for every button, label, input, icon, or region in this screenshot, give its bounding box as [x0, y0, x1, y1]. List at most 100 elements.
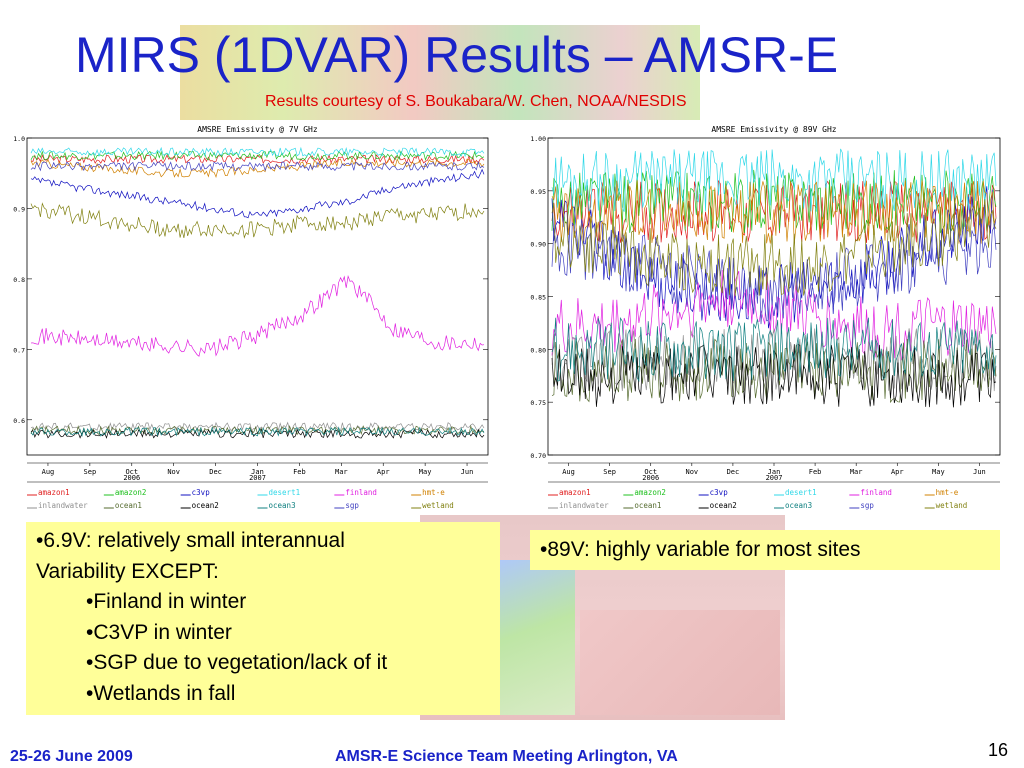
series-line-ocean2 — [551, 343, 997, 408]
x-tick-label: Jun — [973, 468, 986, 476]
x-tick-label: Feb — [809, 468, 822, 476]
series-line-wetland — [30, 202, 485, 239]
y-tick-label: 0.7 — [13, 346, 25, 354]
legend-label-wetland: wetland — [422, 501, 454, 510]
note-89v-text: •89V: highly variable for most sites — [540, 538, 861, 561]
x-tick-label: Aug — [42, 468, 55, 476]
x-tick-label: Mar — [335, 468, 348, 476]
year-label: 2006 — [642, 474, 659, 482]
series-line-finland — [30, 274, 485, 357]
y-tick-label: 1.00 — [530, 135, 546, 143]
series-line-inlandwater — [551, 328, 997, 392]
plot-frame — [26, 137, 489, 456]
series-line-sgp — [30, 160, 485, 172]
series-line-inlandwater — [30, 421, 485, 433]
legend-label-ocean3: ocean3 — [785, 501, 812, 510]
legend-label-finland: finland — [345, 488, 377, 497]
series-line-ocean3 — [30, 426, 485, 438]
footer-date: 25-26 June 2009 — [10, 748, 133, 765]
x-tick-label: Jan — [768, 468, 781, 476]
x-tick-label: Nov — [685, 468, 698, 476]
x-tick-label: May — [932, 468, 945, 476]
note-bullet-c3vp: •C3VP in winter — [86, 620, 232, 644]
legend-label-ocean2: ocean2 — [710, 501, 737, 510]
series-line-ocean3 — [551, 316, 997, 383]
x-tick-label: Nov — [167, 468, 180, 476]
y-tick-label: 0.75 — [530, 399, 546, 407]
page-number: 16 — [987, 740, 1008, 760]
series-line-hmt-e — [30, 158, 485, 178]
y-tick-label: 0.70 — [530, 452, 546, 460]
legend-label-sgp: sgp — [345, 501, 359, 510]
x-tick-label: Jan — [251, 468, 264, 476]
chart-7v: AMSRE Emissivity @ 7V GHz 1.0 0.9 0.8 0.7 0.6… — [0, 120, 500, 515]
series-line-hmt-e — [551, 180, 997, 244]
slide-subtitle: Results courtesy of S. Boukabara/W. Chen… — [265, 93, 687, 110]
chart-title: AMSRE Emissivity @ 7V GHz — [197, 125, 318, 134]
note-6-9v-line1: •6.9V: relatively small interannual — [36, 529, 345, 552]
legend-label-amazon1: amazon1 — [38, 488, 70, 497]
legend-label-desert1: desert1 — [785, 488, 817, 497]
series-line-amazon2 — [551, 169, 997, 234]
background-map-water — [495, 560, 575, 715]
x-tick-label: Dec — [727, 468, 740, 476]
y-tick-label: 0.8 — [13, 276, 25, 284]
legend-label-c3vp: c3vp — [710, 488, 729, 497]
note-bullet-finland: •Finland in winter — [86, 590, 247, 613]
series-line-desert1 — [551, 148, 997, 212]
legend-label-ocean2: ocean2 — [192, 501, 219, 510]
note-bullet-wetlands: •Wetlands in fall — [86, 681, 236, 705]
background-map-top — [180, 25, 700, 120]
series-line-wetland — [551, 199, 997, 297]
x-tick-label: Dec — [209, 468, 222, 476]
series-line-c3vp — [551, 186, 997, 329]
legend-label-amazon2: amazon2 — [115, 488, 147, 497]
legend-label-c3vp: c3vp — [192, 488, 211, 497]
note-bullet-sgp: •SGP due to vegetation/lack of it — [86, 651, 388, 674]
legend-label-finland: finland — [860, 488, 892, 497]
chart-title: AMSRE Emissivity @ 89V GHz — [711, 125, 836, 134]
year-label: 2007 — [249, 474, 266, 482]
chart-7v-svg: AMSRE Emissivity @ 7V GHz 1.0 0.9 0.8 0.7 0.6… — [13, 125, 489, 510]
note-89v: •89V: highly variable for most sites — [530, 530, 1000, 570]
y-tick-label: 0.85 — [530, 294, 546, 302]
year-label: 2007 — [766, 474, 783, 482]
x-tick-label: Feb — [293, 468, 306, 476]
legend-label-amazon2: amazon2 — [634, 488, 666, 497]
footer-meeting: AMSR-E Science Team Meeting Arlington, V… — [335, 748, 678, 765]
legend-label-sgp: sgp — [860, 501, 874, 510]
legend-label-inlandwater: inlandwater — [559, 501, 609, 510]
x-tick-label: May — [419, 468, 432, 476]
series-line-desert1 — [30, 146, 485, 158]
y-tick-label: 0.90 — [530, 241, 546, 249]
legend-label-wetland: wetland — [936, 501, 968, 510]
legend-label-amazon1: amazon1 — [559, 488, 591, 497]
y-tick-label: 0.80 — [530, 346, 546, 354]
x-tick-label: Apr — [377, 468, 390, 476]
note-6-9v-line2: Variability EXCEPT: — [36, 559, 219, 583]
legend-label-ocean1: ocean1 — [634, 501, 661, 510]
legend-label-hmt-e: hmt-e — [422, 488, 445, 497]
series-line-ocean1 — [551, 338, 997, 404]
legend-label-desert1: desert1 — [269, 488, 301, 497]
year-label: 2006 — [123, 474, 140, 482]
x-tick-label: Oct — [644, 468, 657, 476]
x-tick-label: Jun — [461, 468, 474, 476]
series-line-ocean2 — [30, 428, 485, 439]
background-map-green — [580, 610, 780, 715]
x-tick-label: Oct — [125, 468, 138, 476]
slide-title: MIRS (1DVAR) Results – AMSR-E — [75, 27, 839, 83]
x-tick-label: Mar — [850, 468, 863, 476]
y-tick-label: 0.95 — [530, 188, 546, 196]
chart-89v: AMSRE Emissivity @ 89V GHz 1.00 0.95 0.90 0.… — [508, 120, 1016, 515]
legend-label-hmt-e: hmt-e — [936, 488, 959, 497]
legend-label-ocean1: ocean1 — [115, 501, 142, 510]
x-tick-label: Sep — [84, 468, 97, 476]
x-tick-label: Sep — [603, 468, 616, 476]
legend-label-ocean3: ocean3 — [269, 501, 296, 510]
series-line-c3vp — [30, 168, 485, 219]
y-tick-label: 0.9 — [13, 205, 25, 213]
chart-89v-svg: AMSRE Emissivity @ 89V GHz 1.00 0.95 0.90 0.… — [530, 125, 1001, 510]
legend-label-inlandwater: inlandwater — [38, 501, 88, 510]
note-6-9v: •6.9V: relatively small interannual Vari… — [26, 522, 500, 715]
